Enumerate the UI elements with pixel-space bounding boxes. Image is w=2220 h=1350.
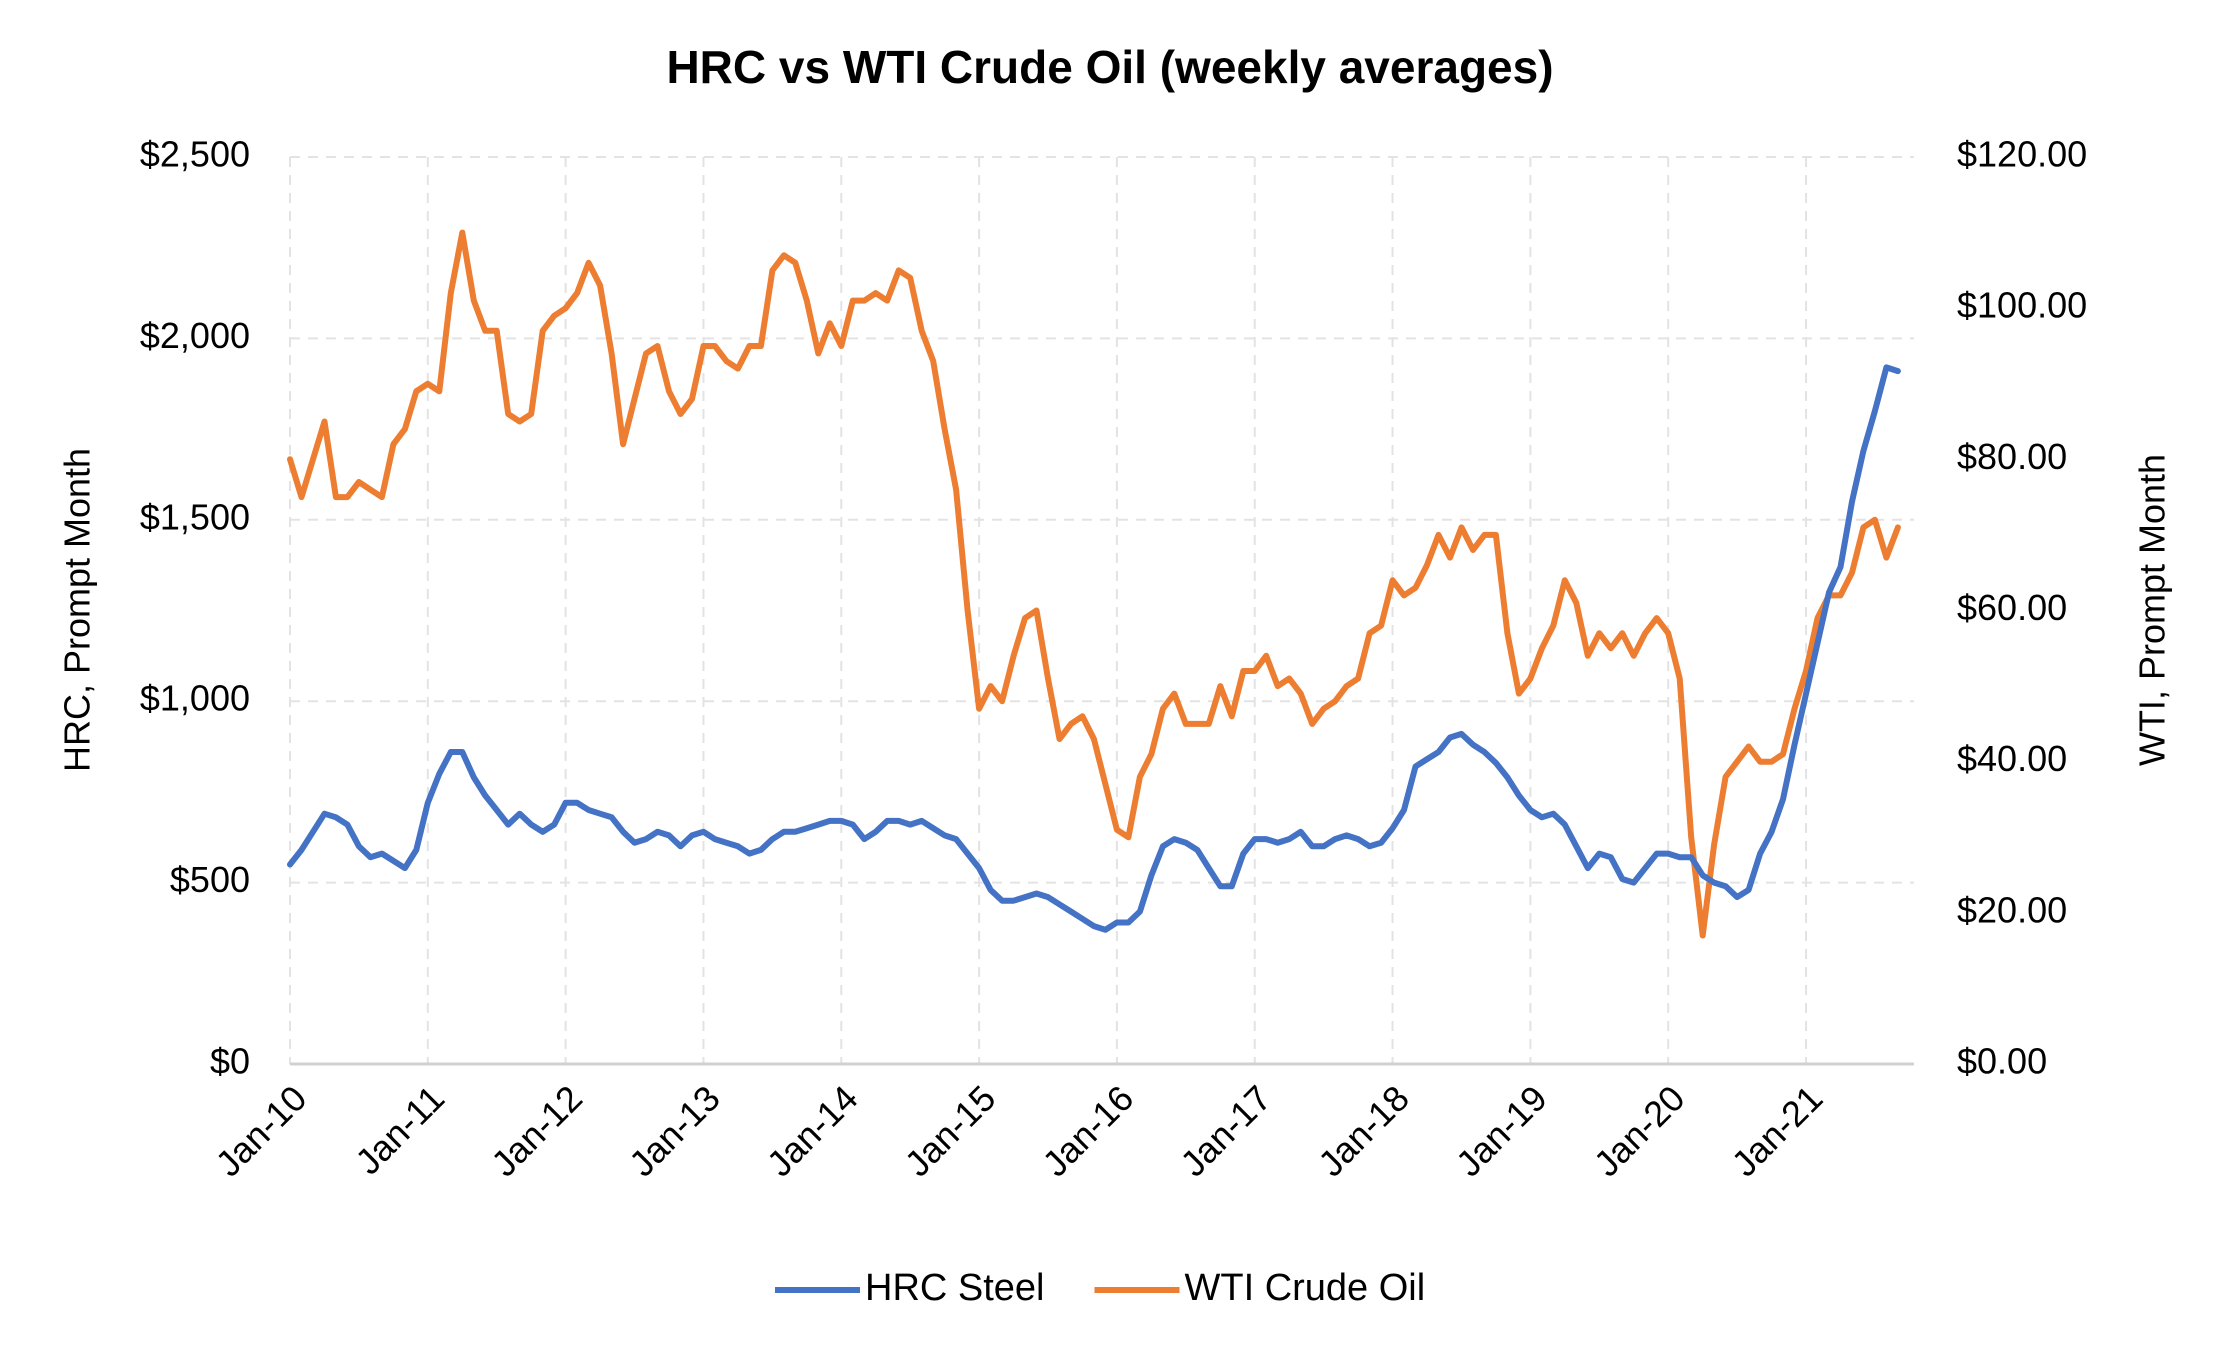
x-tick-label: Jan-18 [1310,1077,1417,1184]
x-tick-label: Jan-15 [897,1077,1004,1184]
x-tick-label: Jan-13 [621,1077,728,1184]
legend-label: WTI Crude Oil [1185,1267,1426,1309]
y2-tick-label: $0.00 [1957,1041,2047,1082]
series-line [287,364,1901,933]
y-axis-title: HRC, Prompt Month [57,448,98,772]
y-tick-label: $1,500 [140,496,250,537]
y2-tick-label: $60.00 [1957,587,2067,628]
y2-tick-label: $120.00 [1957,134,2087,175]
x-tick-label: Jan-11 [347,1077,452,1182]
y-tick-label: $0 [210,1041,250,1082]
x-tick-label: Jan-21 [1724,1077,1831,1184]
x-tick-label: Jan-20 [1586,1077,1693,1184]
y-tick-label: $2,500 [140,134,250,175]
x-tick-label: Jan-17 [1172,1077,1279,1184]
y2-tick-label: $100.00 [1957,285,2087,326]
x-tick-label: Jan-19 [1448,1077,1555,1184]
y-tick-label: $500 [170,859,250,900]
legend-label: HRC Steel [865,1267,1045,1309]
y2-tick-label: $80.00 [1957,436,2067,477]
x-tick-label: Jan-14 [759,1077,866,1184]
y2-tick-label: $20.00 [1957,889,2067,930]
x-tick-label: Jan-12 [483,1077,590,1184]
chart-title: HRC vs WTI Crude Oil (weekly averages) [666,41,1553,93]
y-tick-label: $1,000 [140,678,250,719]
series-line [287,229,1901,939]
y-tick-label: $2,000 [140,315,250,356]
x-tick-label: Jan-10 [208,1077,315,1184]
y2-tick-label: $40.00 [1957,738,2067,779]
y2-axis-title: WTI, Prompt Month [2132,454,2173,766]
x-tick-label: Jan-16 [1034,1077,1141,1184]
